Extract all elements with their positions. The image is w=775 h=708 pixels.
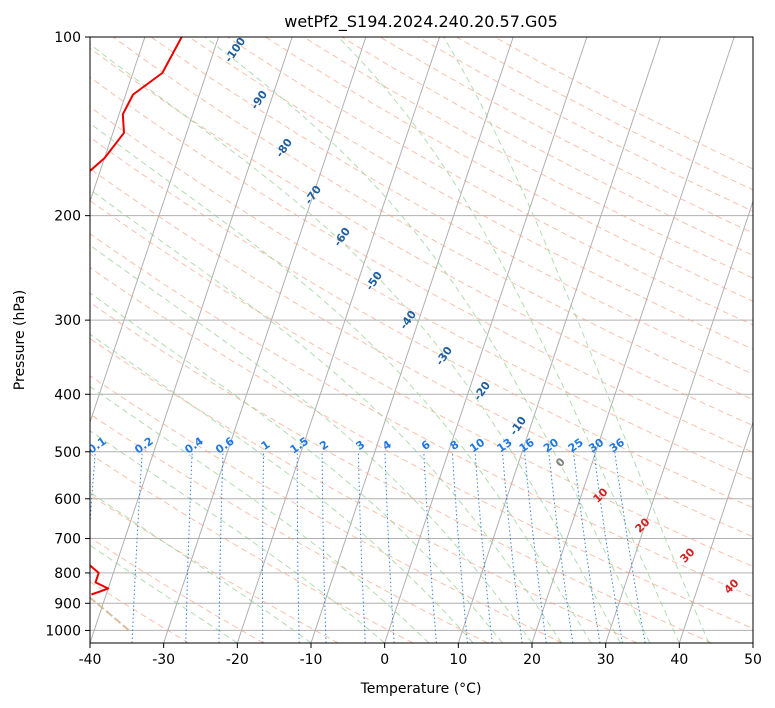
chart-title: wetPf2_S194.2024.240.20.57.G05 bbox=[284, 12, 558, 32]
y-tick-label-600: 600 bbox=[54, 492, 81, 508]
x-tick-label-0: 0 bbox=[380, 652, 389, 668]
isotherm bbox=[236, 37, 441, 643]
mixing-ratio-line-3 bbox=[357, 451, 366, 643]
dry-adiabat bbox=[90, 413, 488, 643]
mixing-ratio-line-0.1 bbox=[90, 451, 96, 529]
mixing-ratio-lines bbox=[90, 451, 646, 643]
moist-adiabat bbox=[337, 37, 680, 643]
y-tick-label-900: 900 bbox=[54, 596, 81, 612]
isotherm bbox=[90, 37, 293, 643]
y-tick-label-500: 500 bbox=[54, 445, 81, 461]
moist-adiabats bbox=[90, 37, 710, 643]
moist-adiabat bbox=[90, 491, 312, 643]
dry-adiabat bbox=[90, 200, 753, 568]
moist-adiabat bbox=[204, 37, 651, 643]
y-axis-label: Pressure (hPa) bbox=[12, 290, 28, 390]
x-tick-label-20: 20 bbox=[523, 652, 541, 668]
dry-adiabat bbox=[189, 37, 753, 350]
dry-adiabat bbox=[227, 37, 753, 326]
dry-adiabat bbox=[90, 453, 414, 643]
dry-adiabat bbox=[90, 76, 753, 453]
mixing-ratio-line-6 bbox=[423, 451, 437, 643]
x-tick-label-10: 10 bbox=[449, 652, 467, 668]
y-tick-label-800: 800 bbox=[54, 566, 81, 582]
x-tick-label--30: -30 bbox=[152, 652, 175, 668]
isotherm bbox=[531, 37, 735, 643]
x-axis-label: Temperature (°C) bbox=[360, 681, 482, 697]
isotherm bbox=[90, 37, 146, 204]
moist-adiabat bbox=[90, 386, 430, 643]
isotherm bbox=[310, 37, 514, 643]
dry-adiabats bbox=[90, 37, 753, 643]
y-axis-ticks: 100 200 300 400 500 600 700 800 900 1000 bbox=[45, 30, 90, 639]
dry-adiabat bbox=[90, 338, 638, 643]
isotherm bbox=[678, 420, 753, 643]
x-tick-label--10: -10 bbox=[300, 652, 323, 668]
x-tick-label--20: -20 bbox=[226, 652, 249, 668]
x-tick-label-40: 40 bbox=[670, 652, 688, 668]
moist-adiabat bbox=[90, 430, 386, 643]
x-tick-label-30: 30 bbox=[597, 652, 615, 668]
moist-adiabat bbox=[90, 292, 503, 643]
mixing-ratio-line-8 bbox=[451, 451, 468, 643]
isotherm bbox=[384, 37, 588, 643]
isotherm bbox=[90, 37, 220, 424]
moist-adiabat bbox=[443, 37, 710, 643]
dry-adiabat bbox=[90, 581, 190, 643]
y-tick-label-300: 300 bbox=[54, 313, 81, 329]
x-axis-ticks: -40 -30 -20 -10 0 10 20 30 40 50 bbox=[79, 643, 762, 668]
moist-adiabat bbox=[90, 43, 621, 643]
mixing-ratio-line-4 bbox=[384, 451, 395, 643]
mixing-ratio-line-25 bbox=[572, 451, 601, 643]
x-tick-label--40: -40 bbox=[79, 652, 102, 668]
dry-adiabat bbox=[90, 536, 264, 643]
y-tick-label-100: 100 bbox=[54, 30, 81, 46]
y-tick-label-1000: 1000 bbox=[45, 623, 81, 639]
plot-frame bbox=[89, 36, 754, 644]
dry-adiabat bbox=[90, 168, 753, 538]
mixing-ratio-line-13 bbox=[501, 451, 523, 643]
y-tick-label-400: 400 bbox=[54, 387, 81, 403]
isotherm bbox=[163, 37, 367, 643]
mixing-ratio-line-0.2 bbox=[131, 451, 143, 643]
dry-adiabat bbox=[90, 301, 712, 643]
moist-adiabat bbox=[90, 188, 562, 643]
dry-adiabat bbox=[90, 233, 753, 598]
isotherm bbox=[605, 199, 753, 643]
y-tick-label-200: 200 bbox=[54, 209, 81, 225]
y-tick-label-700: 700 bbox=[54, 532, 81, 548]
isobar-grid bbox=[90, 37, 753, 631]
mixing-ratio-line-16 bbox=[524, 451, 547, 643]
moist-adiabat bbox=[90, 244, 533, 643]
isotherm-grid bbox=[90, 37, 753, 643]
mixing-ratio-line-20 bbox=[548, 451, 574, 643]
dry-adiabat bbox=[90, 375, 563, 643]
x-tick-label-50: 50 bbox=[744, 652, 762, 668]
mixing-ratio-line-10 bbox=[474, 451, 493, 643]
dry-adiabat bbox=[90, 267, 753, 630]
moist-adiabat bbox=[90, 122, 592, 643]
dry-adiabat bbox=[90, 47, 753, 427]
